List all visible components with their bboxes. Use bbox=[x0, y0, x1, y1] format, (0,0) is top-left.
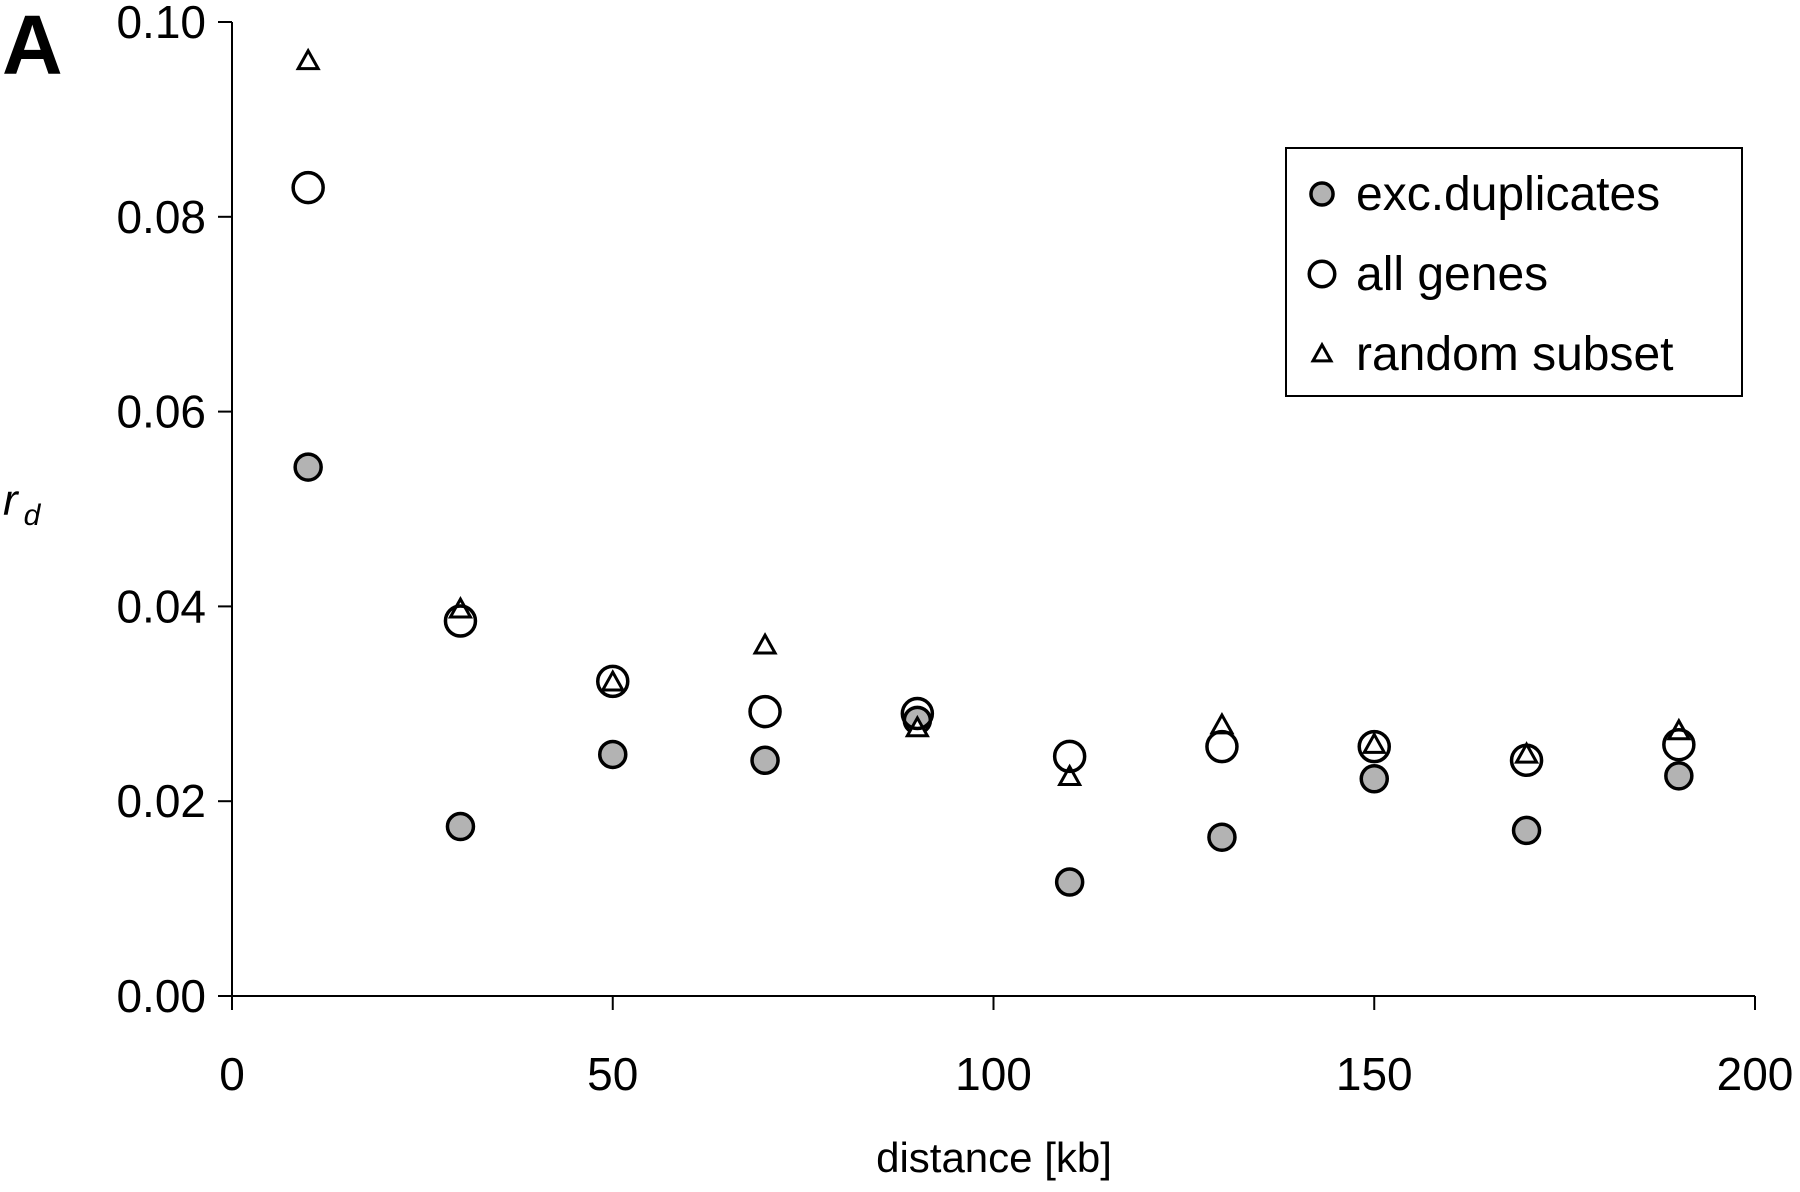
data-point bbox=[750, 745, 780, 776]
data-marks bbox=[291, 47, 1696, 897]
data-point bbox=[1513, 741, 1540, 764]
legend-box bbox=[1285, 147, 1743, 397]
panel-label: A bbox=[2, 0, 63, 92]
data-point bbox=[1511, 815, 1542, 846]
y-tick-label: 0.04 bbox=[116, 580, 206, 632]
data-point bbox=[1359, 764, 1389, 794]
data-point bbox=[600, 669, 626, 692]
series-all-genes bbox=[291, 170, 1696, 778]
y-axis-label-subscript: d bbox=[24, 499, 42, 532]
y-tick-label: 0.02 bbox=[116, 775, 206, 827]
data-point bbox=[1361, 731, 1387, 754]
legend-entry-label: all genes bbox=[1356, 248, 1548, 301]
data-point bbox=[748, 694, 782, 729]
y-tick-label: 0.06 bbox=[116, 386, 206, 438]
y-tick-label: 0.10 bbox=[116, 0, 206, 48]
legend: exc.duplicates all genes random subset bbox=[1285, 147, 1743, 397]
data-point bbox=[1207, 822, 1237, 852]
y-tick-label: 0.08 bbox=[116, 191, 206, 243]
x-tick-label: 150 bbox=[1336, 1048, 1413, 1100]
legend-marker bbox=[1307, 259, 1337, 289]
data-point bbox=[1662, 727, 1696, 762]
y-axis-label-main: r bbox=[3, 476, 20, 525]
data-point bbox=[900, 696, 935, 731]
legend-entry-label: exc.duplicates bbox=[1356, 168, 1660, 221]
x-tick-label: 50 bbox=[587, 1048, 638, 1100]
data-point bbox=[1054, 867, 1085, 897]
legend-marker bbox=[1310, 341, 1334, 363]
x-tick-label: 200 bbox=[1717, 1048, 1794, 1100]
series-exc-duplicates bbox=[293, 452, 1694, 897]
data-point bbox=[1664, 761, 1694, 791]
data-point bbox=[443, 604, 478, 638]
data-point bbox=[598, 739, 628, 770]
data-point bbox=[1205, 729, 1239, 764]
data-point bbox=[293, 452, 323, 482]
data-point bbox=[1509, 743, 1544, 778]
data-point bbox=[445, 811, 476, 842]
axes: 0.00 0.02 0.04 0.06 0.08 0.10 0 50 100 150 200 bbox=[116, 0, 1793, 1100]
data-point bbox=[752, 632, 778, 655]
x-axis-label: distance [kb] bbox=[876, 1134, 1112, 1181]
y-tick-label: 0.00 bbox=[116, 970, 206, 1022]
data-point bbox=[295, 47, 321, 71]
x-tick-label: 0 bbox=[219, 1048, 245, 1100]
legend-marker bbox=[1309, 181, 1335, 207]
data-point bbox=[291, 170, 325, 205]
legend-entry-label: random subset bbox=[1356, 328, 1674, 381]
data-point bbox=[1052, 739, 1087, 774]
data-point bbox=[1057, 763, 1083, 786]
data-point bbox=[596, 664, 630, 699]
x-tick-label: 100 bbox=[955, 1048, 1032, 1100]
data-point bbox=[1357, 729, 1391, 764]
